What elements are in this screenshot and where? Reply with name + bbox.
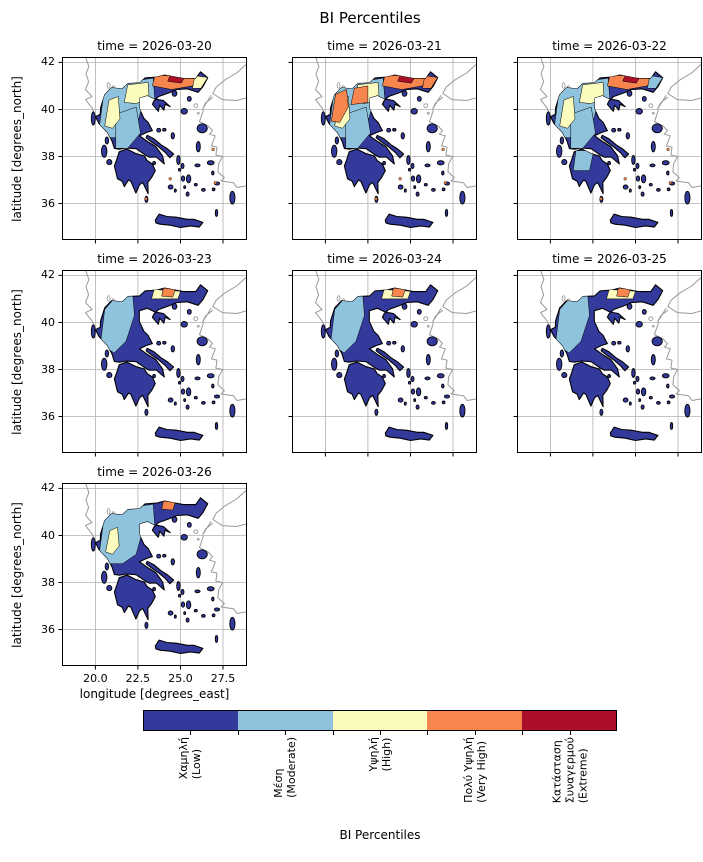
figure-title: BI Percentiles [319, 9, 421, 27]
y-tick-label: 36 [41, 622, 55, 636]
map-frame [288, 56, 478, 244]
y-tick-label: 40 [41, 528, 55, 542]
y-axis-label: latitude [degrees_north] [10, 75, 24, 222]
map-panel-2026-03-25: time = 2026-03-25 [513, 252, 703, 457]
colorbar-category-label: Μέση (Moderate) [272, 737, 299, 798]
greece-map [288, 56, 478, 244]
y-tick-label: 36 [41, 409, 55, 423]
panel-title: time = 2026-03-21 [327, 39, 442, 53]
map-panel-2026-03-24: time = 2026-03-24 [288, 252, 478, 457]
y-tick-label: 38 [41, 362, 55, 376]
x-tick-label: 22.5 [125, 672, 151, 685]
map-frame [288, 269, 478, 457]
greece-map [58, 482, 248, 670]
y-tick-label: 38 [41, 149, 55, 163]
greece-map [288, 269, 478, 457]
colorbar-tick [569, 731, 571, 735]
panel-title: time = 2026-03-23 [97, 252, 212, 266]
colorbar-category-label: Υψηλή (High) [367, 737, 393, 772]
greece-map [513, 56, 703, 244]
colorbar-segment-moderate [238, 711, 333, 730]
y-tick-label: 38 [41, 575, 55, 589]
map-frame: 42 40 38 36 latitude [degrees_north] 20.0 22.5… [10, 482, 248, 701]
map-panel-2026-03-21: time = 2026-03-21 [288, 39, 478, 244]
colorbar-tick [332, 731, 334, 735]
colorbar-tick [380, 731, 381, 735]
greece-map [58, 56, 248, 244]
greece-map [513, 269, 703, 457]
colorbar-category-label: Χαμηλή (Low) [177, 737, 204, 780]
map-panel-2026-03-26: time = 2026-03-26 42 40 38 36 latitude [degr… [10, 465, 248, 701]
y-tick-label: 42 [41, 481, 55, 495]
map-frame [513, 269, 703, 457]
colorbar-segment-extreme [521, 711, 617, 730]
colorbar-tick [427, 731, 429, 735]
map-frame: 42 40 38 36 latitude [degrees_north] [10, 56, 248, 244]
panel-title: time = 2026-03-22 [552, 39, 667, 53]
y-tick-label: 42 [41, 268, 55, 282]
colorbar-tick [474, 731, 476, 735]
colorbar-segment-very_high [427, 711, 522, 730]
colorbar-category-label: Πολύ Υψηλή (Very High) [461, 737, 488, 803]
colorbar [143, 710, 617, 731]
y-tick-label: 36 [41, 196, 55, 210]
panel-title: time = 2026-03-20 [97, 39, 212, 53]
panel-title: time = 2026-03-26 [97, 465, 212, 479]
map-frame: 42 40 38 36 latitude [degrees_north] [10, 269, 248, 457]
x-tick-label: 27.5 [210, 672, 236, 685]
x-axis-label: longitude [degrees_east] [79, 687, 230, 701]
colorbar-category-label: Κατάσταση Συναγερμού (Extreme) [550, 737, 590, 804]
colorbar-label: BI Percentiles [339, 828, 421, 842]
colorbar-tick [190, 731, 192, 735]
panel-title: time = 2026-03-25 [552, 252, 667, 266]
colorbar-segment-low [144, 711, 239, 730]
colorbar-tick [522, 731, 524, 735]
map-frame [513, 56, 703, 244]
map-panel-2026-03-20: time = 2026-03-20 42 40 38 36 latitude [degr… [10, 39, 248, 244]
y-tick-label: 40 [41, 102, 55, 116]
colorbar-segment-high [332, 711, 428, 730]
y-tick-label: 40 [41, 315, 55, 329]
y-tick-label: 42 [41, 55, 55, 69]
y-axis-label: latitude [degrees_north] [10, 501, 24, 648]
colorbar-tick [285, 731, 287, 735]
greece-map [58, 269, 248, 457]
map-panel-2026-03-22: time = 2026-03-22 [513, 39, 703, 244]
x-tick-label: 20.0 [83, 672, 108, 685]
colorbar-tick [237, 731, 239, 735]
map-panel-2026-03-23: time = 2026-03-23 42 40 38 36 latitude [degr… [10, 252, 248, 457]
panel-title: time = 2026-03-24 [327, 252, 442, 266]
y-axis-label: latitude [degrees_north] [10, 288, 24, 435]
x-tick-label: 25.0 [168, 672, 193, 685]
